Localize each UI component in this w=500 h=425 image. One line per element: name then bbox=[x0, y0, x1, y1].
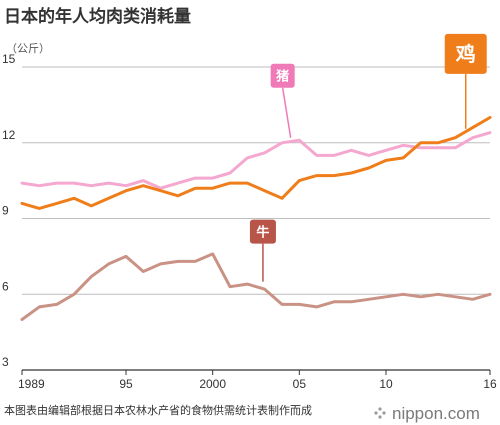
y-tick-label: 9 bbox=[2, 204, 9, 218]
x-tick-label: 16 bbox=[483, 377, 497, 391]
series-line-2 bbox=[22, 254, 490, 320]
series-labels: 猪 鸡牛 bbox=[250, 34, 487, 282]
y-tick-label: 3 bbox=[2, 355, 9, 369]
grid bbox=[22, 67, 490, 370]
x-tick-label: 95 bbox=[119, 377, 133, 391]
logo-mark-icon bbox=[374, 407, 385, 418]
nippon-logo: nippon.com bbox=[374, 404, 479, 423]
x-tick-label: 1989 bbox=[18, 377, 45, 391]
x-axis: 1989 95 2000 05 10 16 bbox=[18, 370, 497, 391]
series-label-leader bbox=[283, 88, 291, 138]
y-tick-label: 12 bbox=[2, 128, 16, 142]
y-tick-label: 15 bbox=[2, 52, 16, 66]
x-tick-label: 2000 bbox=[199, 377, 226, 391]
series-line-0 bbox=[22, 133, 490, 189]
y-axis: 3 6 9 12 15 bbox=[2, 52, 16, 369]
x-tick-label: 05 bbox=[293, 377, 307, 391]
series-label: 鸡 bbox=[455, 42, 476, 66]
series-label: 牛 bbox=[256, 224, 269, 240]
brand-name: nippon.com bbox=[392, 404, 480, 423]
series-line-1 bbox=[22, 118, 490, 209]
chart-title: 日本的年人均肉类消耗量 bbox=[4, 6, 191, 27]
y-tick-label: 6 bbox=[2, 279, 9, 293]
series-label: 猪 bbox=[275, 68, 289, 84]
source-note: 本图表由编辑部根据日本农林水产省的食物供需统计表制作而成 bbox=[4, 403, 312, 417]
x-tick-label: 10 bbox=[379, 377, 393, 391]
